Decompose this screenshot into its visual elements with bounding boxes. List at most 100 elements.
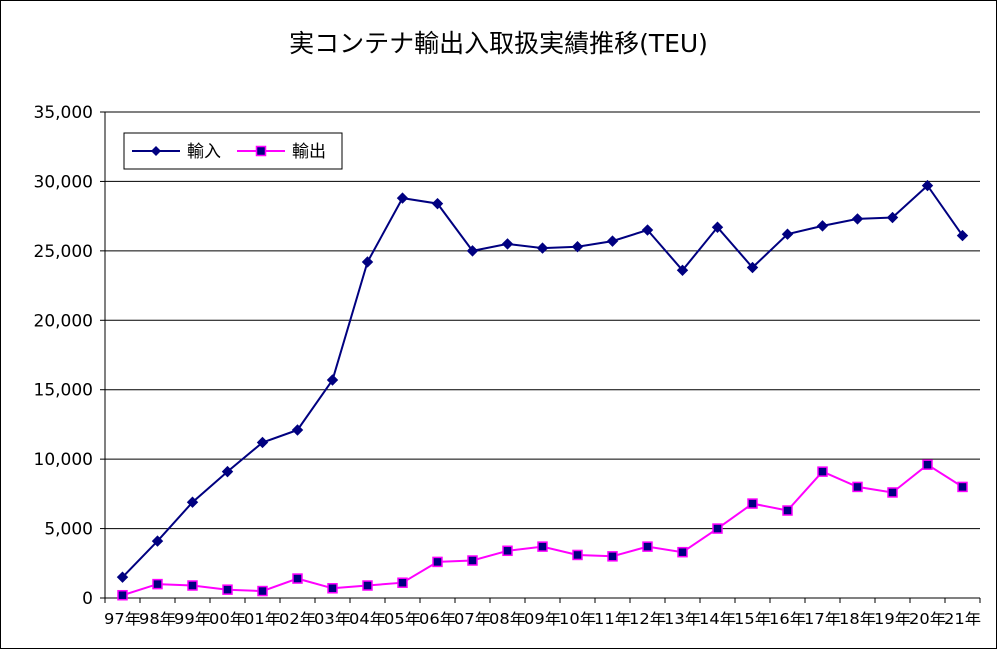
data-point xyxy=(816,220,829,232)
x-tick-label: 05年 xyxy=(384,610,421,628)
gridlines xyxy=(105,111,980,530)
y-tick-label: 35,000 xyxy=(34,103,93,123)
x-tick-label: 03年 xyxy=(314,610,351,628)
data-point xyxy=(571,240,584,253)
series xyxy=(116,179,969,601)
data-point xyxy=(362,580,373,591)
x-tick-label: 99年 xyxy=(174,610,211,628)
data-point xyxy=(782,505,793,516)
x-tick-label: 04年 xyxy=(349,610,386,628)
data-point xyxy=(746,261,759,274)
x-tick-label: 07年 xyxy=(454,610,491,628)
data-point xyxy=(712,523,723,534)
data-point xyxy=(501,238,514,250)
data-point xyxy=(676,264,689,277)
y-tick-label: 25,000 xyxy=(34,242,93,262)
data-point xyxy=(396,192,409,204)
data-point xyxy=(256,436,269,449)
data-point xyxy=(642,541,653,552)
x-tick-label: 97年 xyxy=(104,610,141,628)
x-tick-label: 09年 xyxy=(524,610,561,628)
data-point xyxy=(781,228,794,240)
legend-item: 輸出 xyxy=(237,142,326,162)
x-tick-label: 10年 xyxy=(559,610,596,628)
y-tick-label: 10,000 xyxy=(34,450,93,470)
series-import xyxy=(116,179,969,583)
data-point xyxy=(116,571,129,583)
data-point xyxy=(922,459,933,470)
data-point xyxy=(886,211,899,224)
data-point xyxy=(222,584,233,595)
y-tick-label: 15,000 xyxy=(34,381,93,401)
data-point xyxy=(572,549,583,561)
y-tick-label: 30,000 xyxy=(34,172,93,192)
data-point xyxy=(711,221,724,233)
data-point xyxy=(292,573,303,584)
chart-title: 実コンテナ輸出入取扱実績推移(TEU) xyxy=(289,29,708,58)
y-tick-label: 20,000 xyxy=(34,311,93,331)
y-tick-label: 5,000 xyxy=(44,520,93,540)
data-point xyxy=(537,541,548,552)
data-point xyxy=(431,197,444,210)
data-point xyxy=(151,535,164,547)
data-point xyxy=(641,224,654,236)
data-point xyxy=(536,242,549,254)
data-point xyxy=(852,481,863,493)
data-point xyxy=(152,578,163,590)
x-tick-label: 08年 xyxy=(489,610,526,628)
data-point xyxy=(747,498,758,509)
data-point xyxy=(467,555,478,566)
legend-marker xyxy=(255,145,267,157)
x-tick-label: 18年 xyxy=(839,610,876,628)
x-tick-labels: 97年98年99年00年01年02年03年04年05年06年07年08年09年1… xyxy=(104,610,981,628)
x-tick-label: 17年 xyxy=(804,610,841,628)
x-tick-label: 19年 xyxy=(874,610,911,628)
x-tick-label: 00年 xyxy=(209,610,246,628)
data-point xyxy=(466,245,479,257)
data-point xyxy=(257,585,268,597)
series-export xyxy=(117,459,968,601)
data-point xyxy=(677,546,688,558)
data-point xyxy=(397,577,408,588)
x-tick-label: 21年 xyxy=(944,610,981,628)
data-point xyxy=(851,213,864,225)
data-point xyxy=(817,466,828,477)
data-point xyxy=(326,374,339,386)
data-point xyxy=(606,235,619,247)
axes xyxy=(100,111,981,603)
data-point xyxy=(957,481,968,493)
x-tick-label: 15年 xyxy=(734,610,771,628)
y-tick-labels: 0 5,000 10,000 15,000 20,000 25,000 30,000 35,0… xyxy=(34,103,93,609)
legend-item: 輸入 xyxy=(132,142,221,162)
x-tick-label: 06年 xyxy=(419,610,456,628)
x-tick-label: 16年 xyxy=(769,610,806,628)
x-tick-label: 98年 xyxy=(139,610,176,628)
legend: 輸入 輸出 xyxy=(123,132,343,170)
x-tick-label: 11年 xyxy=(594,610,631,628)
data-point xyxy=(921,179,934,192)
series-line xyxy=(122,463,964,597)
data-point xyxy=(887,487,898,498)
legend-label: 輸出 xyxy=(292,142,326,162)
data-point xyxy=(361,256,374,268)
data-point xyxy=(187,580,198,591)
data-point xyxy=(291,424,304,436)
legend-label: 輸入 xyxy=(187,142,221,162)
x-tick-label: 20年 xyxy=(909,610,946,628)
legend-marker xyxy=(151,146,161,156)
data-point xyxy=(117,589,128,601)
y-tick-label: 0 xyxy=(82,589,93,609)
data-point xyxy=(432,556,443,568)
x-tick-label: 14年 xyxy=(699,610,736,628)
data-point xyxy=(502,545,513,557)
data-point xyxy=(607,551,618,562)
x-tick-label: 12年 xyxy=(629,610,666,628)
data-point xyxy=(186,496,199,508)
data-point xyxy=(956,229,969,242)
data-point xyxy=(327,583,338,594)
x-tick-label: 02年 xyxy=(279,610,316,628)
x-tick-label: 01年 xyxy=(244,610,281,628)
x-tick-label: 13年 xyxy=(664,610,701,628)
